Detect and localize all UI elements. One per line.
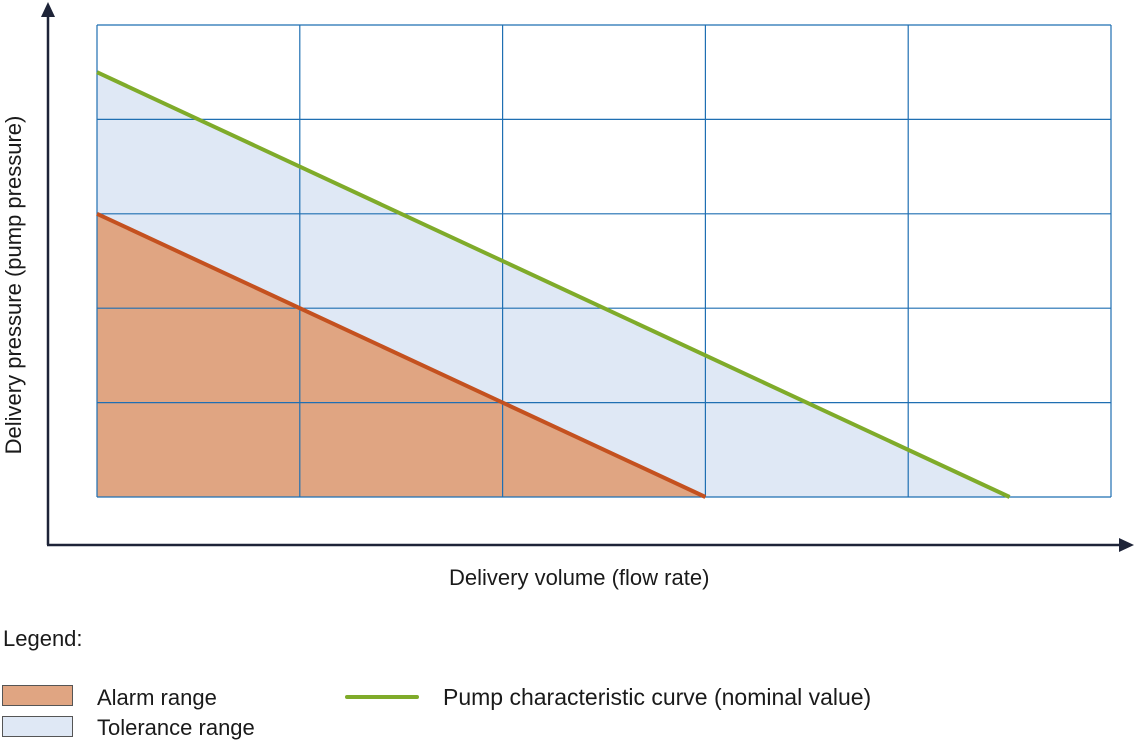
legend-swatch-alarm — [2, 685, 73, 706]
y-axis-arrow-icon — [41, 2, 55, 17]
legend-swatch-tolerance — [2, 716, 73, 737]
legend-label-tolerance: Tolerance range — [97, 715, 255, 740]
legend-line-pump-curve — [345, 695, 419, 699]
alarm-range-boundary-line — [96, 211, 707, 499]
pump-characteristic-curve — [96, 70, 1011, 499]
x-axis-arrow-icon — [1119, 538, 1134, 552]
legend-title: Legend: — [3, 626, 83, 651]
legend-label-pump-curve: Pump characteristic curve (nominal value… — [443, 684, 872, 710]
x-axis-label: Delivery volume (flow rate) — [449, 565, 710, 590]
y-axis-label: Delivery pressure (pump pressure) — [1, 115, 26, 455]
legend-label-alarm: Alarm range — [97, 685, 217, 710]
